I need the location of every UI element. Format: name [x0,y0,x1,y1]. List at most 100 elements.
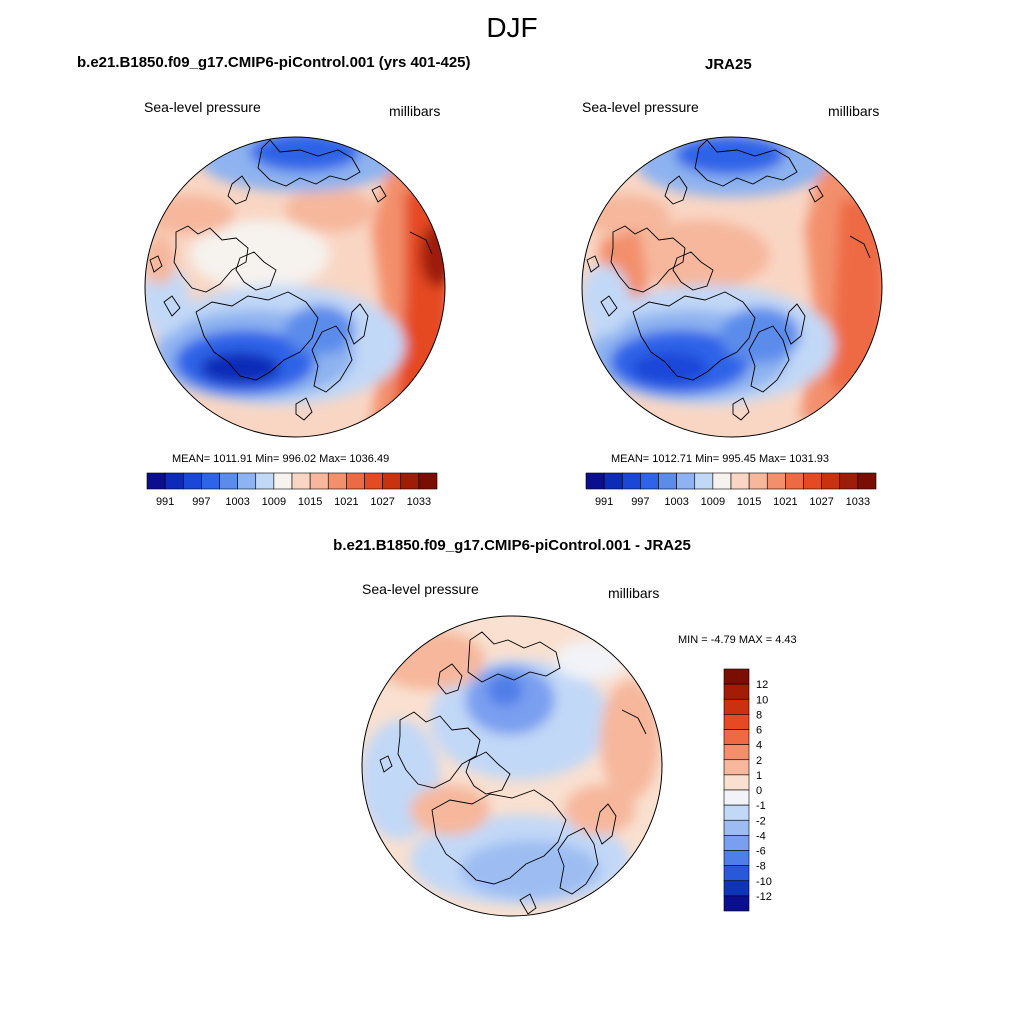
colorbar-label: 1033 [407,496,431,508]
colorbar-swatch [723,804,750,821]
panel2-variable-label: Sea-level pressure [582,99,699,115]
panel3-stats: MIN = -4.79 MAX = 4.43 [678,634,797,646]
colorbar-swatch [723,895,750,912]
colorbar-label: -4 [756,830,766,842]
colorbar-label: 4 [756,740,762,752]
panel3-map-border [361,615,663,917]
colorbar-label: 1009 [701,496,725,508]
colorbar-label: 10 [756,694,768,706]
panel2-map-border [581,136,883,438]
colorbar-swatch [676,472,696,490]
panel1-stats: MEAN= 1011.91 Min= 996.02 Max= 1036.49 [172,453,390,465]
colorbar-label: 2 [756,755,762,767]
colorbar-swatch [785,472,804,490]
colorbar-label: 1027 [370,496,394,508]
colorbar-label: 1009 [262,496,286,508]
colorbar-swatch [400,472,420,490]
colorbar-label: 1015 [737,496,761,508]
colorbar-swatch [237,472,257,490]
colorbar-swatch [723,729,750,745]
colorbar-label: -12 [756,891,772,903]
colorbar-swatch [382,472,402,490]
panel3-title: b.e21.B1850.f09_g17.CMIP6-piControl.001 … [333,537,691,554]
panel1-colorbar: 991 997 1003 1009 1015 1021 1027 1033 [146,472,438,508]
panel2-units-label: millibars [828,103,880,119]
colorbar-swatch [621,472,641,490]
colorbar-label: 1 [756,770,762,782]
colorbar-swatch [146,472,166,490]
colorbar-swatch [839,472,859,490]
colorbar-label: -1 [756,800,766,812]
colorbar-swatch [327,472,347,490]
colorbar-swatch [309,472,329,490]
colorbar-label: 1021 [773,496,797,508]
colorbar-swatch [346,472,365,490]
colorbar-label: 991 [156,496,174,508]
colorbar-swatch [723,744,750,761]
colorbar-label: 1015 [298,496,322,508]
colorbar-swatch [712,472,732,490]
panel2-colorbar: 991 997 1003 1009 1015 1021 1027 1033 [585,472,877,508]
colorbar-swatch [255,472,275,490]
colorbar-swatch [766,472,786,490]
colorbar-swatch [182,472,202,490]
colorbar-swatch [723,865,750,882]
colorbar-label: 8 [756,709,762,721]
colorbar-swatch [418,472,438,490]
panel2-stats: MEAN= 1012.71 Min= 995.45 Max= 1031.93 [611,453,830,465]
colorbar-label: -8 [756,861,766,873]
colorbar-label: 1021 [334,496,358,508]
colorbar-swatch [723,668,750,685]
colorbar-swatch [723,698,750,715]
panel1-map-border [144,136,446,438]
colorbar-label: -10 [756,876,772,888]
colorbar-label: 1003 [225,496,249,508]
figure-title: DJF [486,12,538,43]
colorbar-label: 991 [595,496,613,508]
panel1-variable-label: Sea-level pressure [144,99,261,115]
colorbar-swatch [640,472,659,490]
colorbar-swatch [723,819,750,836]
colorbar-swatch [201,472,220,490]
colorbar-swatch [723,714,750,730]
panel3-variable-label: Sea-level pressure [362,581,479,597]
panel2-map [582,137,882,437]
colorbar-swatch [723,789,750,806]
colorbar-label: 1003 [664,496,688,508]
colorbar-swatch [821,472,841,490]
colorbar-label: -2 [756,815,766,827]
colorbar-label: 12 [756,679,768,691]
panel1-title: b.e21.B1850.f09_g17.CMIP6-piControl.001 … [77,54,471,71]
colorbar-swatch [585,472,605,490]
colorbar-swatch [723,683,750,700]
colorbar-swatch [219,472,238,490]
colorbar-label: 1033 [846,496,870,508]
panel3-map [362,616,662,916]
colorbar-swatch [730,472,750,490]
colorbar-label: -6 [756,846,766,858]
colorbar-swatch [603,472,623,490]
colorbar-swatch [723,835,750,851]
colorbar-label: 6 [756,725,762,737]
colorbar-swatch [857,472,877,490]
colorbar-swatch [364,472,383,490]
colorbar-label: 997 [631,496,649,508]
colorbar-swatch [748,472,768,490]
panel1-map [145,137,445,437]
colorbar-swatch [658,472,677,490]
colorbar-label: 997 [192,496,210,508]
colorbar-swatch [803,472,822,490]
colorbar-swatch [723,774,750,791]
colorbar-swatch [164,472,184,490]
panel2-title: JRA25 [705,56,752,73]
colorbar-swatch [273,472,293,490]
colorbar-swatch [723,880,750,897]
panel1-units-label: millibars [389,103,441,119]
panel3-units-label: millibars [608,585,660,601]
colorbar-label: 1027 [809,496,833,508]
colorbar-swatch [723,759,750,776]
colorbar-swatch [694,472,714,490]
colorbar-swatch [291,472,311,490]
